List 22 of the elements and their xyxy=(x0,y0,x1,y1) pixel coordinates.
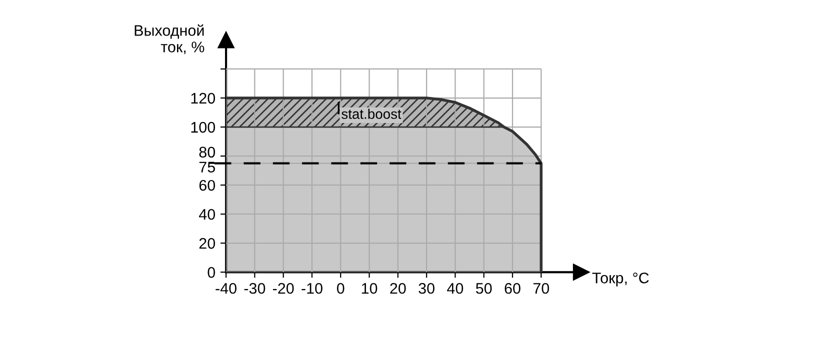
x-tick-label: 70 xyxy=(533,282,550,294)
x-tick-label: -40 xyxy=(216,282,236,294)
y-tick-label: 40 xyxy=(198,208,216,220)
y-tick-label: 75 xyxy=(199,162,215,172)
x-tick-label: -10 xyxy=(302,282,322,294)
x-tick-label: 10 xyxy=(362,282,378,294)
y-tick-label: 120 xyxy=(191,92,216,104)
y-tick-label: 0 xyxy=(208,267,216,278)
y-tick-label: 80 xyxy=(199,146,216,158)
x-tick-label: 60 xyxy=(504,282,520,294)
x-tick-label: 0 xyxy=(336,282,344,294)
y-tick-label: 20 xyxy=(199,238,216,249)
y-axis-title: Выходной ток, % xyxy=(134,24,204,54)
x-tick-label: 50 xyxy=(476,282,492,294)
x-tick-label: -20 xyxy=(272,282,294,294)
y-tick-label: 100 xyxy=(191,122,216,133)
y-tick-label: 60 xyxy=(199,180,216,191)
x-tick-label: 20 xyxy=(390,282,406,294)
x-tick-label: -30 xyxy=(244,282,266,294)
x-axis-title: Токр, °C xyxy=(592,272,649,286)
x-tick-label: 30 xyxy=(418,282,434,294)
x-tick-label: 40 xyxy=(447,282,464,294)
